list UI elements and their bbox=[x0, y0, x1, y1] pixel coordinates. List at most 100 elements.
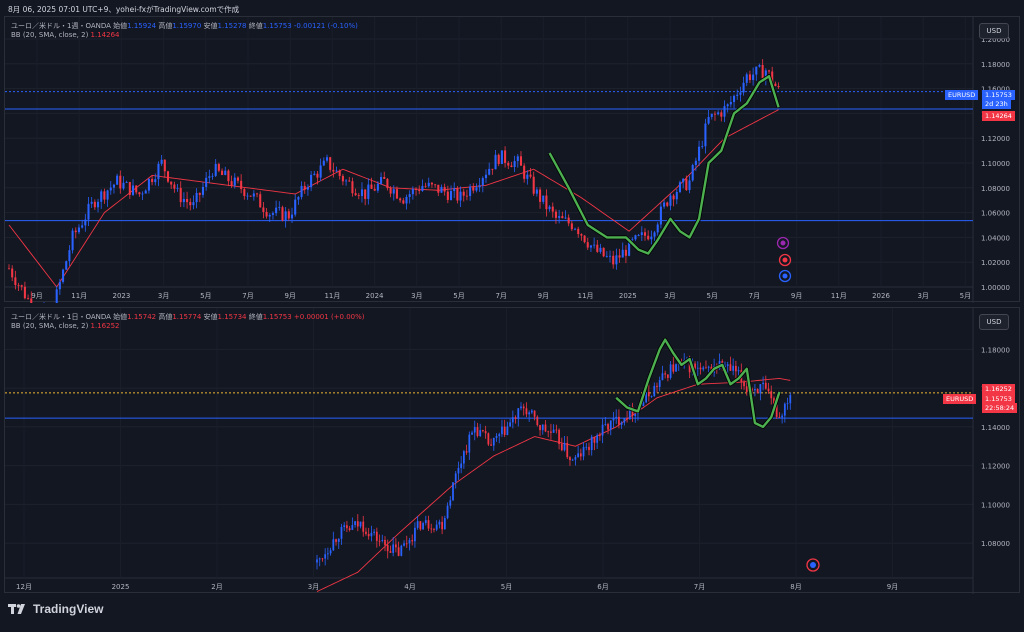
candle bbox=[710, 113, 713, 120]
legend-change: +0.00001 (+0.00%) bbox=[293, 313, 365, 321]
y-tick-label: 1.12000 bbox=[981, 135, 1010, 143]
candle-body bbox=[609, 420, 612, 430]
legend-title: ユーロ／米ドル・1日・OANDA bbox=[11, 313, 111, 321]
candle bbox=[702, 365, 705, 372]
candle-body bbox=[465, 195, 468, 197]
candle-body bbox=[669, 195, 672, 206]
candle-body bbox=[141, 193, 144, 195]
candle-body bbox=[589, 245, 592, 248]
candle-body bbox=[166, 171, 170, 182]
candle bbox=[389, 186, 392, 198]
y-tick-label: 1.18000 bbox=[981, 346, 1010, 354]
candle-body bbox=[386, 545, 389, 552]
candle-body bbox=[574, 457, 577, 460]
candle-body bbox=[564, 217, 567, 219]
candle bbox=[386, 177, 389, 191]
candle bbox=[739, 86, 742, 102]
candle bbox=[430, 182, 433, 188]
candle bbox=[375, 527, 378, 548]
weekly-chart-pane[interactable]: 1.00000 1.02000 1.04000 1.06000 1.08000 1.100… bbox=[4, 16, 1021, 303]
legend-close-label: 終値 bbox=[248, 313, 263, 321]
candle bbox=[579, 448, 582, 461]
candle-body bbox=[745, 386, 748, 393]
candle bbox=[427, 177, 430, 188]
candle-body bbox=[642, 402, 645, 406]
candle bbox=[381, 534, 384, 543]
candle-body bbox=[362, 521, 365, 532]
weekly-chart-svg[interactable]: 1.00000 1.02000 1.04000 1.06000 1.08000 1.100… bbox=[5, 17, 1021, 303]
candle-body bbox=[789, 394, 792, 404]
candle bbox=[400, 544, 403, 557]
candle bbox=[596, 433, 599, 449]
candle bbox=[380, 172, 383, 185]
candle-body bbox=[201, 186, 205, 195]
candle bbox=[403, 540, 405, 547]
candle-body bbox=[437, 184, 440, 193]
candle bbox=[449, 185, 453, 201]
daily-chart-svg[interactable]: 1.080001.100001.120001.140001.160001.180… bbox=[5, 308, 1021, 594]
candle-body bbox=[624, 249, 627, 256]
candle bbox=[558, 209, 561, 224]
candle bbox=[373, 184, 376, 192]
candle-body bbox=[615, 416, 618, 419]
legend-close-label: 終値 bbox=[248, 22, 263, 30]
candle bbox=[663, 199, 666, 209]
legend-high-label: 高値 bbox=[158, 22, 173, 30]
candle bbox=[465, 444, 468, 455]
candle-body bbox=[720, 112, 723, 117]
candle-body bbox=[658, 380, 661, 387]
x-tick-label: 7月 bbox=[242, 292, 253, 300]
x-tick-label: 11月 bbox=[71, 292, 87, 300]
candle bbox=[509, 418, 512, 427]
candle-body bbox=[479, 430, 482, 436]
candle-body bbox=[783, 403, 786, 416]
candle bbox=[224, 166, 227, 176]
tradingview-logo-icon bbox=[8, 604, 25, 614]
candle-body bbox=[332, 169, 335, 172]
candle-body bbox=[271, 213, 274, 215]
candle-body bbox=[430, 528, 433, 530]
candle-body bbox=[678, 182, 682, 193]
candle bbox=[365, 527, 367, 536]
legend-high: 1.15774 bbox=[172, 313, 202, 321]
candle-body bbox=[71, 230, 74, 251]
candle-body bbox=[620, 422, 623, 425]
candle bbox=[478, 177, 481, 192]
currency-unit-button[interactable]: USD bbox=[979, 23, 1009, 39]
daily-chart-pane[interactable]: 1.080001.100001.120001.140001.160001.180… bbox=[4, 307, 1021, 594]
candle bbox=[764, 375, 767, 390]
candle bbox=[699, 362, 702, 375]
candle bbox=[7, 264, 11, 270]
candle-body bbox=[217, 163, 220, 171]
candle bbox=[618, 409, 620, 429]
candle-body bbox=[593, 244, 596, 246]
candle-body bbox=[112, 184, 115, 188]
legend-low-label: 安値 bbox=[203, 313, 218, 321]
candle-body bbox=[77, 227, 80, 233]
candle-body bbox=[419, 521, 422, 530]
currency-unit-button[interactable]: USD bbox=[979, 314, 1009, 330]
candle-body bbox=[558, 216, 561, 218]
candle bbox=[151, 175, 154, 186]
candle-body bbox=[612, 255, 615, 265]
candle bbox=[560, 437, 563, 452]
candle-body bbox=[435, 524, 438, 530]
candle-body bbox=[316, 559, 318, 563]
candle bbox=[701, 140, 704, 149]
candle-body bbox=[754, 388, 756, 391]
candle bbox=[471, 430, 473, 435]
candle-body bbox=[346, 525, 348, 529]
legend-low: 1.15734 bbox=[217, 313, 247, 321]
candle-body bbox=[548, 206, 551, 210]
candle bbox=[653, 230, 656, 242]
candle bbox=[482, 429, 484, 433]
candle bbox=[609, 420, 612, 436]
candle bbox=[723, 100, 726, 123]
candle bbox=[405, 194, 408, 210]
candle bbox=[443, 515, 446, 530]
candle bbox=[675, 188, 678, 205]
candle bbox=[494, 149, 497, 170]
candle bbox=[93, 199, 96, 210]
indicator-value: 1.16252 bbox=[90, 322, 120, 330]
candle-body bbox=[422, 522, 424, 530]
